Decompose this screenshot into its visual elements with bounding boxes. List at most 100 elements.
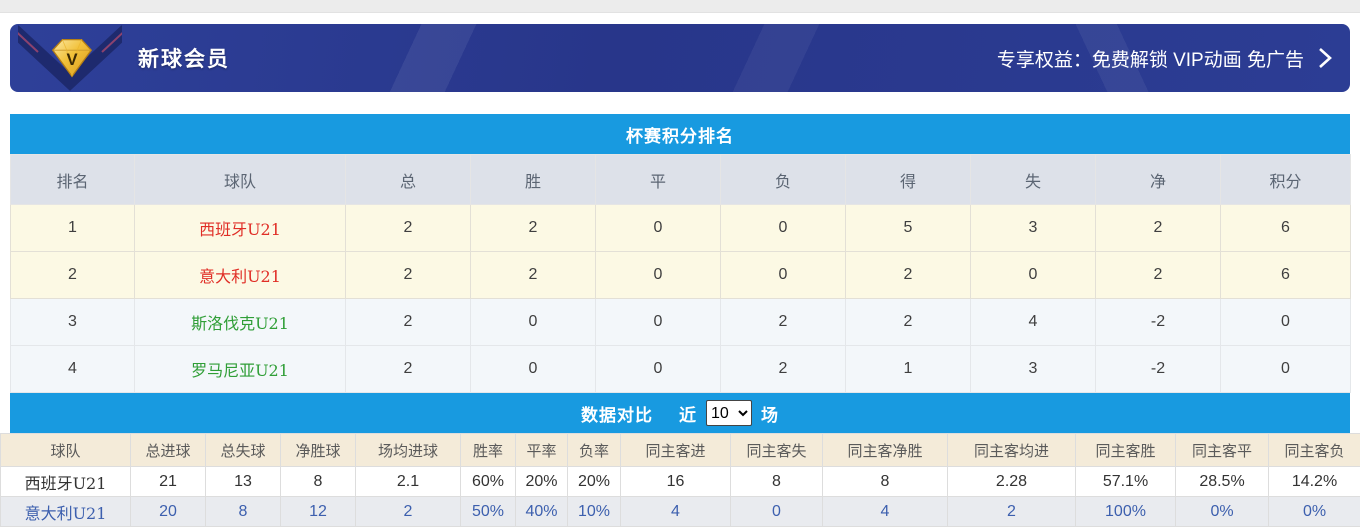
stat-cell: 0 [596,299,721,346]
stat-cell: -2 [1096,346,1221,393]
standings-title: 杯赛积分排名 [626,122,734,147]
stat-cell: 0 [596,346,721,393]
stat-cell: 0 [596,252,721,299]
team-link[interactable]: 意大利U21 [135,252,346,299]
comparison-column-header: 同主客平 [1176,434,1269,467]
stat-cell: 4 [621,497,731,527]
team-link[interactable]: 罗马尼亚U21 [135,346,346,393]
stat-cell: 0 [471,299,596,346]
stat-cell: 0 [1221,299,1351,346]
stat-cell: 28.5% [1176,467,1269,497]
stat-cell: 0 [721,205,846,252]
stat-cell: 100% [1076,497,1176,527]
vip-membership-banner[interactable]: V 新球会员 专享权益：免费解锁 VIP动画 免广告 [10,24,1350,92]
recent-label: 近 [679,401,697,426]
stat-cell: 0 [1221,346,1351,393]
stat-cell: 57.1% [1076,467,1176,497]
stat-cell: 16 [621,467,731,497]
standings-column-header: 失 [971,155,1096,205]
stat-cell: 8 [281,467,356,497]
stat-cell: 5 [846,205,971,252]
standings-column-header: 排名 [11,155,135,205]
comparison-column-header: 同主客均进 [948,434,1076,467]
stat-cell: 50% [461,497,516,527]
rank-cell: 2 [11,252,135,299]
standings-header-row: 排名球队总胜平负得失净积分 [11,155,1351,205]
comparison-column-header: 同主客进 [621,434,731,467]
stat-cell: 2 [346,299,471,346]
comparison-column-header: 同主客失 [731,434,823,467]
comparison-column-header: 净胜球 [281,434,356,467]
stat-cell: 13 [206,467,281,497]
rank-cell: 3 [11,299,135,346]
svg-text:V: V [66,50,77,69]
standings-column-header: 负 [721,155,846,205]
stat-cell: 2 [346,346,471,393]
stat-cell: 20% [568,467,621,497]
stat-cell: 2 [948,497,1076,527]
comparison-column-header: 场均进球 [356,434,461,467]
comparison-title: 数据对比 [581,401,653,426]
comparison-column-header: 平率 [516,434,568,467]
stat-cell: 2 [356,497,461,527]
team-link[interactable]: 斯洛伐克U21 [135,299,346,346]
comparison-column-header: 总进球 [131,434,206,467]
stat-cell: 14.2% [1269,467,1360,497]
stat-cell: 6 [1221,205,1351,252]
stat-cell: 8 [206,497,281,527]
stat-cell: 0% [1176,497,1269,527]
team-link[interactable]: 西班牙U21 [1,467,131,497]
comparison-column-header: 同主客胜 [1076,434,1176,467]
stat-cell: 0 [971,252,1096,299]
comparison-table: 球队总进球总失球净胜球场均进球胜率平率负率同主客进同主客失同主客净胜同主客均进同… [0,433,1360,527]
stat-cell: 2 [346,205,471,252]
comparison-column-header: 球队 [1,434,131,467]
stat-cell: 1 [846,346,971,393]
comparison-column-header: 同主客负 [1269,434,1360,467]
standings-column-header: 总 [346,155,471,205]
stat-cell: 0 [731,497,823,527]
matches-label: 场 [761,401,779,426]
stat-cell: 21 [131,467,206,497]
recent-matches-select[interactable]: 10 [706,400,752,426]
standings-column-header: 积分 [1221,155,1351,205]
stat-cell: 12 [281,497,356,527]
stat-cell: 2.28 [948,467,1076,497]
stat-cell: 2 [721,299,846,346]
standings-column-header: 胜 [471,155,596,205]
vip-diamond-icon: V [44,33,100,83]
stat-cell: 0 [471,346,596,393]
stat-cell: 4 [823,497,948,527]
stat-cell: 40% [516,497,568,527]
stat-cell: 8 [823,467,948,497]
stat-cell: 0 [721,252,846,299]
stat-cell: 2 [471,205,596,252]
stat-cell: 20% [516,467,568,497]
stat-cell: 2 [846,252,971,299]
comparison-column-header: 胜率 [461,434,516,467]
rank-cell: 1 [11,205,135,252]
comparison-column-header: 负率 [568,434,621,467]
team-link[interactable]: 意大利U21 [1,497,131,527]
stat-cell: 2.1 [356,467,461,497]
team-link[interactable]: 西班牙U21 [135,205,346,252]
chevron-right-icon[interactable] [1318,47,1332,69]
stat-cell: 3 [971,205,1096,252]
stat-cell: 2 [1096,252,1221,299]
banner-title: 新球会员 [138,43,230,73]
standings-column-header: 净 [1096,155,1221,205]
stat-cell: 2 [846,299,971,346]
comparison-column-header: 同主客净胜 [823,434,948,467]
stat-cell: 4 [971,299,1096,346]
stat-cell: 2 [721,346,846,393]
standings-column-header: 得 [846,155,971,205]
banner-benefits-text: 专享权益：免费解锁 VIP动画 免广告 [997,45,1304,72]
standings-column-header: 平 [596,155,721,205]
